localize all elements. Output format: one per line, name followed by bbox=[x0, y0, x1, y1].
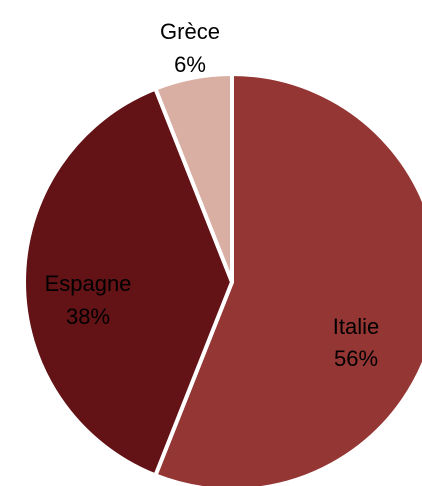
label-espagne-name: Espagne bbox=[45, 271, 132, 296]
label-espagne-value: 38% bbox=[66, 304, 110, 329]
pie-slice-italie bbox=[153, 72, 422, 486]
label-italie-name: Italie bbox=[333, 314, 379, 339]
label-grece-name: Grèce bbox=[160, 19, 220, 44]
label-grece-value: 6% bbox=[174, 52, 206, 77]
pie-slices bbox=[22, 72, 422, 486]
label-italie-value: 56% bbox=[334, 346, 378, 371]
pie-slice-grece bbox=[153, 72, 234, 284]
pie-slice-espagne bbox=[22, 86, 234, 478]
pie-labels: Italie 56% Espagne 38% Grèce 6% bbox=[45, 19, 380, 371]
